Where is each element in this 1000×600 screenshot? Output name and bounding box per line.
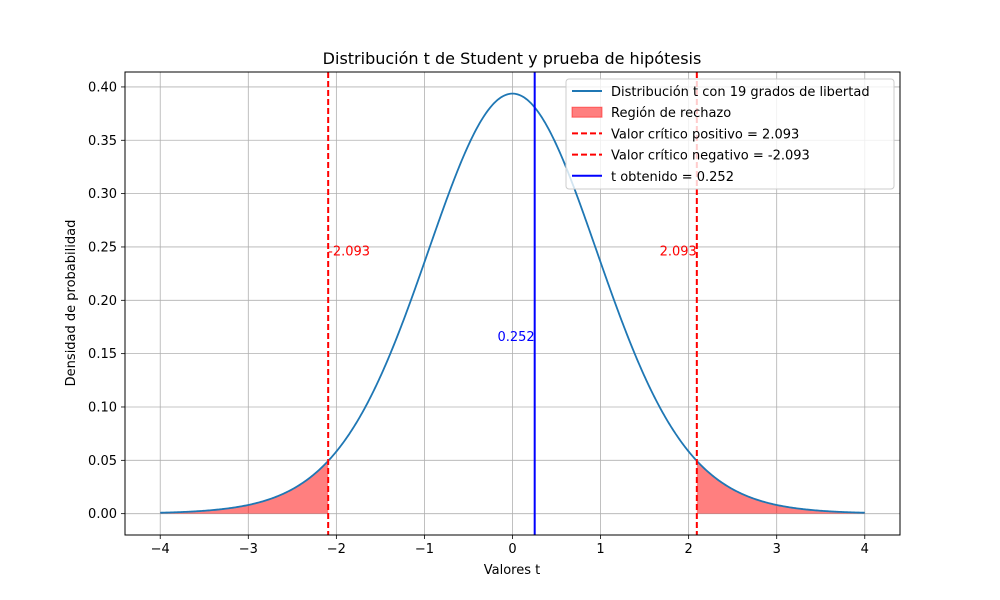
y-tick-label: 0.15 [88, 347, 117, 362]
distribution-curve-group [160, 92, 865, 514]
legend-label: Valor crítico negativo = -2.093 [611, 149, 810, 164]
y-axis-label: Densidad de probabilidad [64, 220, 79, 387]
legend: Distribución t con 19 grados de libertad… [565, 78, 895, 190]
y-tick-label: 0.00 [88, 507, 117, 522]
y-tick-label: 0.40 [88, 80, 117, 95]
x-tick-label: −1 [415, 542, 434, 557]
distribution-curve [160, 92, 865, 514]
annotation-critical-negative: -2.093 [328, 245, 370, 260]
x-axis-ticks: −4 −3 −2 −1 0 1 2 3 4 [151, 535, 869, 557]
x-tick-label: 3 [773, 542, 781, 557]
rejection-region [160, 460, 865, 514]
x-tick-label: 1 [596, 542, 604, 557]
rejection-region-right [696, 460, 865, 514]
y-tick-label: 0.30 [88, 187, 117, 202]
y-tick-label: 0.10 [88, 400, 117, 415]
legend-label: Distribución t con 19 grados de libertad [611, 85, 870, 100]
annotation-critical-positive: 2.093 [660, 245, 697, 260]
legend-swatch [571, 106, 603, 118]
legend-label: Región de rechazo [611, 106, 731, 121]
y-tick-label: 0.05 [88, 454, 117, 469]
annotations: -2.093 2.093 0.252 [328, 245, 697, 345]
x-tick-label: 4 [861, 542, 869, 557]
chart-title: Distribución t de Student y prueba de hi… [323, 49, 702, 68]
legend-label: Valor crítico positivo = 2.093 [611, 127, 799, 142]
y-tick-label: 0.20 [88, 294, 117, 309]
x-tick-label: −3 [239, 542, 258, 557]
x-tick-label: −2 [327, 542, 346, 557]
legend-label: t obtenido = 0.252 [611, 170, 734, 185]
x-axis-label: Valores t [484, 563, 540, 578]
rejection-region-left [160, 460, 329, 514]
x-tick-label: −4 [151, 542, 170, 557]
y-tick-label: 0.25 [88, 240, 117, 255]
y-axis-ticks: 0.00 0.05 0.10 0.15 0.20 0.25 0.30 0.35 0.40 [88, 80, 125, 522]
x-tick-label: 2 [684, 542, 692, 557]
x-tick-label: 0 [508, 542, 516, 557]
annotation-t-obtained: 0.252 [497, 330, 534, 345]
legend-box [565, 78, 895, 190]
y-tick-label: 0.35 [88, 134, 117, 149]
